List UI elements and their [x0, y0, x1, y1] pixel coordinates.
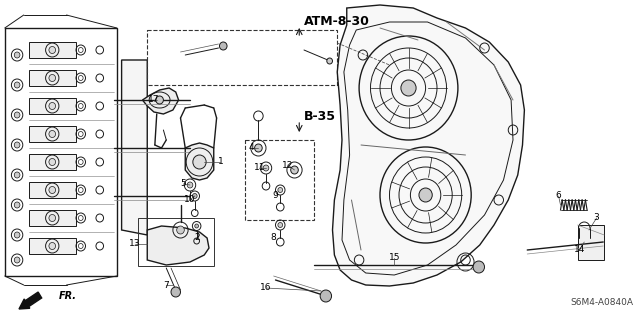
- Circle shape: [49, 187, 56, 194]
- Circle shape: [49, 102, 56, 109]
- Circle shape: [419, 188, 432, 202]
- Circle shape: [14, 82, 20, 88]
- Circle shape: [14, 142, 20, 148]
- Circle shape: [255, 144, 262, 152]
- Circle shape: [320, 290, 332, 302]
- Text: B-35: B-35: [304, 110, 336, 123]
- Bar: [29, 126, 76, 142]
- Text: 17: 17: [148, 95, 159, 105]
- Polygon shape: [333, 5, 524, 286]
- Circle shape: [49, 75, 56, 81]
- Circle shape: [327, 58, 333, 64]
- Circle shape: [473, 261, 484, 273]
- Polygon shape: [143, 88, 179, 114]
- Text: 6: 6: [556, 191, 561, 201]
- Circle shape: [291, 166, 298, 174]
- Text: 5: 5: [180, 180, 186, 189]
- Text: 8: 8: [271, 234, 276, 242]
- Circle shape: [49, 214, 56, 221]
- FancyArrow shape: [19, 292, 42, 309]
- Bar: [29, 98, 76, 114]
- Circle shape: [401, 80, 416, 96]
- Circle shape: [14, 112, 20, 118]
- Bar: [29, 238, 76, 254]
- Circle shape: [187, 182, 193, 188]
- Circle shape: [14, 52, 20, 58]
- Text: 14: 14: [574, 246, 585, 255]
- Circle shape: [14, 232, 20, 238]
- Circle shape: [49, 47, 56, 54]
- Bar: [29, 210, 76, 226]
- Polygon shape: [185, 143, 214, 180]
- Bar: [29, 70, 76, 86]
- Text: 3: 3: [594, 213, 600, 222]
- Bar: [147, 30, 337, 85]
- Bar: [138, 218, 214, 266]
- Text: 10: 10: [184, 196, 196, 204]
- Circle shape: [49, 242, 56, 249]
- Text: 11: 11: [253, 164, 265, 173]
- Bar: [4, 28, 117, 276]
- Circle shape: [193, 155, 206, 169]
- Text: 4: 4: [249, 144, 255, 152]
- Polygon shape: [122, 60, 147, 235]
- Circle shape: [177, 226, 184, 234]
- Polygon shape: [147, 226, 209, 265]
- Circle shape: [14, 172, 20, 178]
- Text: 16: 16: [260, 284, 272, 293]
- Text: 2: 2: [195, 234, 200, 242]
- Text: 1: 1: [218, 158, 223, 167]
- Text: 9: 9: [273, 190, 278, 199]
- Circle shape: [49, 130, 56, 137]
- Bar: [245, 140, 314, 220]
- Text: 13: 13: [129, 240, 141, 249]
- Circle shape: [171, 287, 180, 297]
- Circle shape: [49, 159, 56, 166]
- Text: 7: 7: [163, 280, 169, 290]
- Circle shape: [14, 257, 20, 263]
- Text: 15: 15: [388, 254, 400, 263]
- Circle shape: [14, 202, 20, 208]
- Circle shape: [278, 222, 283, 227]
- Bar: [578, 225, 604, 260]
- Circle shape: [220, 42, 227, 50]
- Text: S6M4-A0840A: S6M4-A0840A: [570, 298, 633, 307]
- Circle shape: [156, 96, 163, 104]
- Text: 12: 12: [282, 160, 294, 169]
- Bar: [29, 42, 76, 58]
- Circle shape: [278, 188, 283, 192]
- Circle shape: [195, 224, 198, 228]
- Circle shape: [193, 194, 197, 198]
- Bar: [29, 182, 76, 198]
- Text: ATM-8-30: ATM-8-30: [304, 15, 370, 28]
- Bar: [29, 154, 76, 170]
- Text: FR.: FR.: [59, 291, 77, 301]
- Circle shape: [263, 165, 269, 171]
